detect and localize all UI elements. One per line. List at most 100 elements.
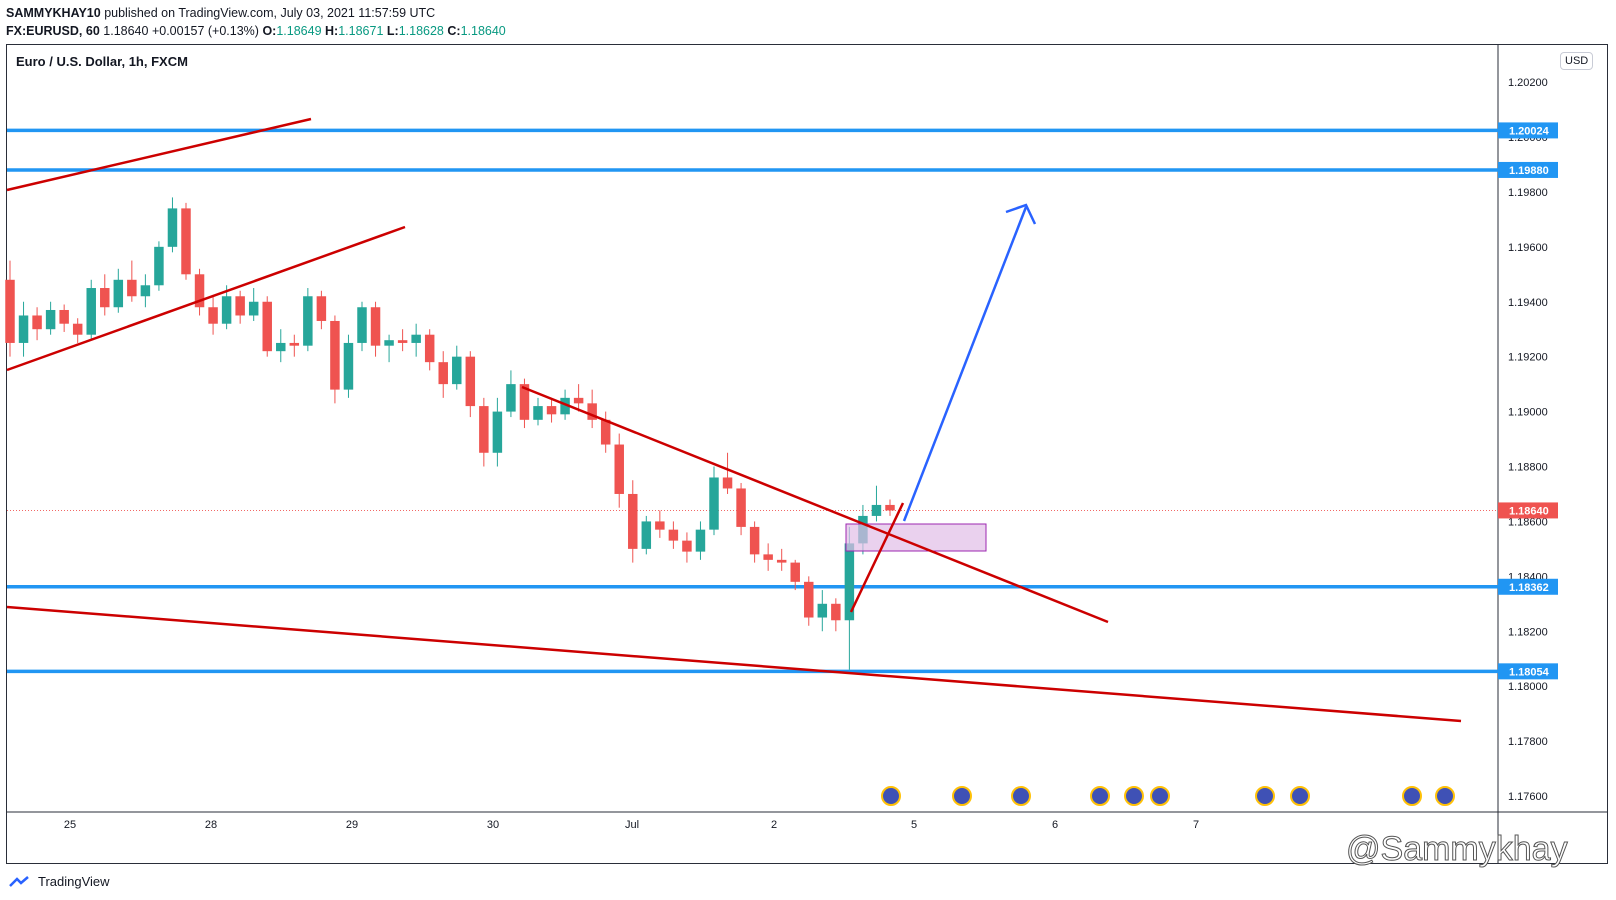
candle-body bbox=[790, 562, 800, 582]
last-price: 1.18640 bbox=[103, 24, 149, 38]
price-tick-label: 1.19600 bbox=[1508, 242, 1548, 254]
candle-body bbox=[59, 309, 69, 324]
time-tick-label: 7 bbox=[1193, 819, 1199, 831]
candle-body bbox=[330, 320, 340, 390]
price-tick-label: 1.18000 bbox=[1508, 681, 1548, 693]
candle-body bbox=[276, 342, 286, 352]
time-tick-label: 30 bbox=[487, 819, 499, 831]
price-tick-label: 1.19200 bbox=[1508, 352, 1548, 364]
candle-body bbox=[45, 309, 56, 330]
candle-body bbox=[871, 504, 882, 516]
candle-body bbox=[573, 397, 584, 404]
time-tick-label: 5 bbox=[911, 819, 917, 831]
candle-body bbox=[357, 307, 367, 343]
candle-body bbox=[506, 384, 516, 412]
candle-body bbox=[32, 315, 42, 330]
projection-arrow-head bbox=[1005, 203, 1037, 225]
candle-body bbox=[72, 323, 83, 335]
level-price-tag bbox=[1498, 122, 1558, 139]
economic-event-icon bbox=[881, 786, 901, 806]
candle-body bbox=[140, 285, 151, 297]
candle-body bbox=[560, 397, 570, 415]
candle-body bbox=[235, 296, 245, 316]
footer-brand[interactable]: TradingView bbox=[8, 874, 110, 889]
level-price-tag bbox=[1498, 663, 1558, 680]
price-tick-label: 1.18600 bbox=[1508, 516, 1548, 528]
symbol-label[interactable]: FX:EURUSD, 60 bbox=[6, 24, 100, 38]
economic-event-icon bbox=[1124, 786, 1144, 806]
candle-body bbox=[452, 356, 462, 385]
high-value: 1.18671 bbox=[338, 24, 384, 38]
candle-body bbox=[695, 529, 706, 552]
chart-frame[interactable] bbox=[6, 44, 1608, 864]
candle-body bbox=[181, 208, 191, 275]
price-tick-label: 1.19400 bbox=[1508, 297, 1548, 309]
candle-body bbox=[492, 411, 503, 453]
level-price-label: 1.18362 bbox=[1509, 582, 1549, 594]
candle-body bbox=[384, 340, 394, 346]
candle-body bbox=[262, 301, 272, 352]
open-value: 1.18649 bbox=[276, 24, 322, 38]
candle-body bbox=[722, 477, 733, 489]
candle-body bbox=[154, 246, 164, 286]
price-tick-label: 1.20200 bbox=[1508, 77, 1548, 89]
candle-body bbox=[167, 208, 178, 247]
level-price-label: 1.19880 bbox=[1509, 165, 1549, 177]
candle-body bbox=[397, 340, 408, 343]
candle-body bbox=[804, 581, 814, 618]
trend-line bbox=[6, 117, 312, 192]
time-tick-label: 29 bbox=[346, 819, 358, 831]
candle-body bbox=[641, 521, 652, 549]
candle-body bbox=[844, 543, 855, 621]
trend-line bbox=[6, 225, 406, 372]
trend-line bbox=[521, 385, 1109, 624]
candle-body bbox=[736, 488, 746, 527]
candle-body bbox=[831, 603, 841, 621]
price-tick-label: 1.17600 bbox=[1508, 791, 1548, 803]
ohlc-line: FX:EURUSD, 60 1.18640 +0.00157 (+0.13%) … bbox=[6, 22, 506, 40]
candle-body bbox=[303, 296, 313, 346]
currency-badge[interactable]: USD bbox=[1560, 52, 1594, 70]
brand-name: TradingView bbox=[38, 874, 110, 889]
economic-event-icon bbox=[1290, 786, 1310, 806]
candle-body bbox=[221, 296, 232, 324]
candle-body bbox=[885, 504, 895, 511]
close-label: C: bbox=[447, 24, 461, 38]
candle-body bbox=[194, 274, 205, 308]
level-price-label: 1.20024 bbox=[1509, 125, 1550, 137]
candle-body bbox=[18, 315, 29, 343]
candle-body bbox=[600, 419, 611, 445]
candle-body bbox=[614, 444, 624, 494]
candle-body bbox=[438, 362, 448, 385]
economic-event-icon bbox=[1255, 786, 1275, 806]
candle-body bbox=[479, 406, 489, 453]
tradingview-logo-icon bbox=[9, 875, 29, 887]
candle-body bbox=[289, 342, 300, 346]
trend-line bbox=[849, 502, 905, 613]
chart-header: SAMMYKHAY10 published on TradingView.com… bbox=[6, 4, 506, 40]
trend-line bbox=[6, 605, 1462, 723]
projection-arrow-line bbox=[902, 206, 1028, 522]
open-label: O: bbox=[262, 24, 277, 38]
close-value: 1.18640 bbox=[460, 24, 506, 38]
candle-body bbox=[370, 307, 381, 346]
publish-info: published on TradingView.com, July 03, 2… bbox=[104, 6, 436, 20]
candle-body bbox=[628, 493, 638, 549]
candle-body bbox=[763, 554, 773, 560]
publish-line: SAMMYKHAY10 published on TradingView.com… bbox=[6, 4, 506, 22]
candle-body bbox=[343, 342, 354, 390]
level-price-tag bbox=[1498, 578, 1558, 595]
candle-body bbox=[682, 540, 692, 552]
current-price-label: 1.18640 bbox=[1509, 505, 1549, 517]
publisher-name[interactable]: SAMMYKHAY10 bbox=[6, 6, 101, 20]
economic-event-icon bbox=[1011, 786, 1031, 806]
economic-event-icon bbox=[1150, 786, 1170, 806]
candle-body bbox=[546, 406, 557, 415]
candle-body bbox=[587, 403, 597, 420]
candle-body bbox=[5, 279, 15, 343]
chart-title: Euro / U.S. Dollar, 1h, FXCM bbox=[16, 54, 188, 69]
candle-body bbox=[316, 296, 327, 321]
price-tick-label: 1.19000 bbox=[1508, 407, 1548, 419]
candle-body bbox=[709, 477, 719, 530]
